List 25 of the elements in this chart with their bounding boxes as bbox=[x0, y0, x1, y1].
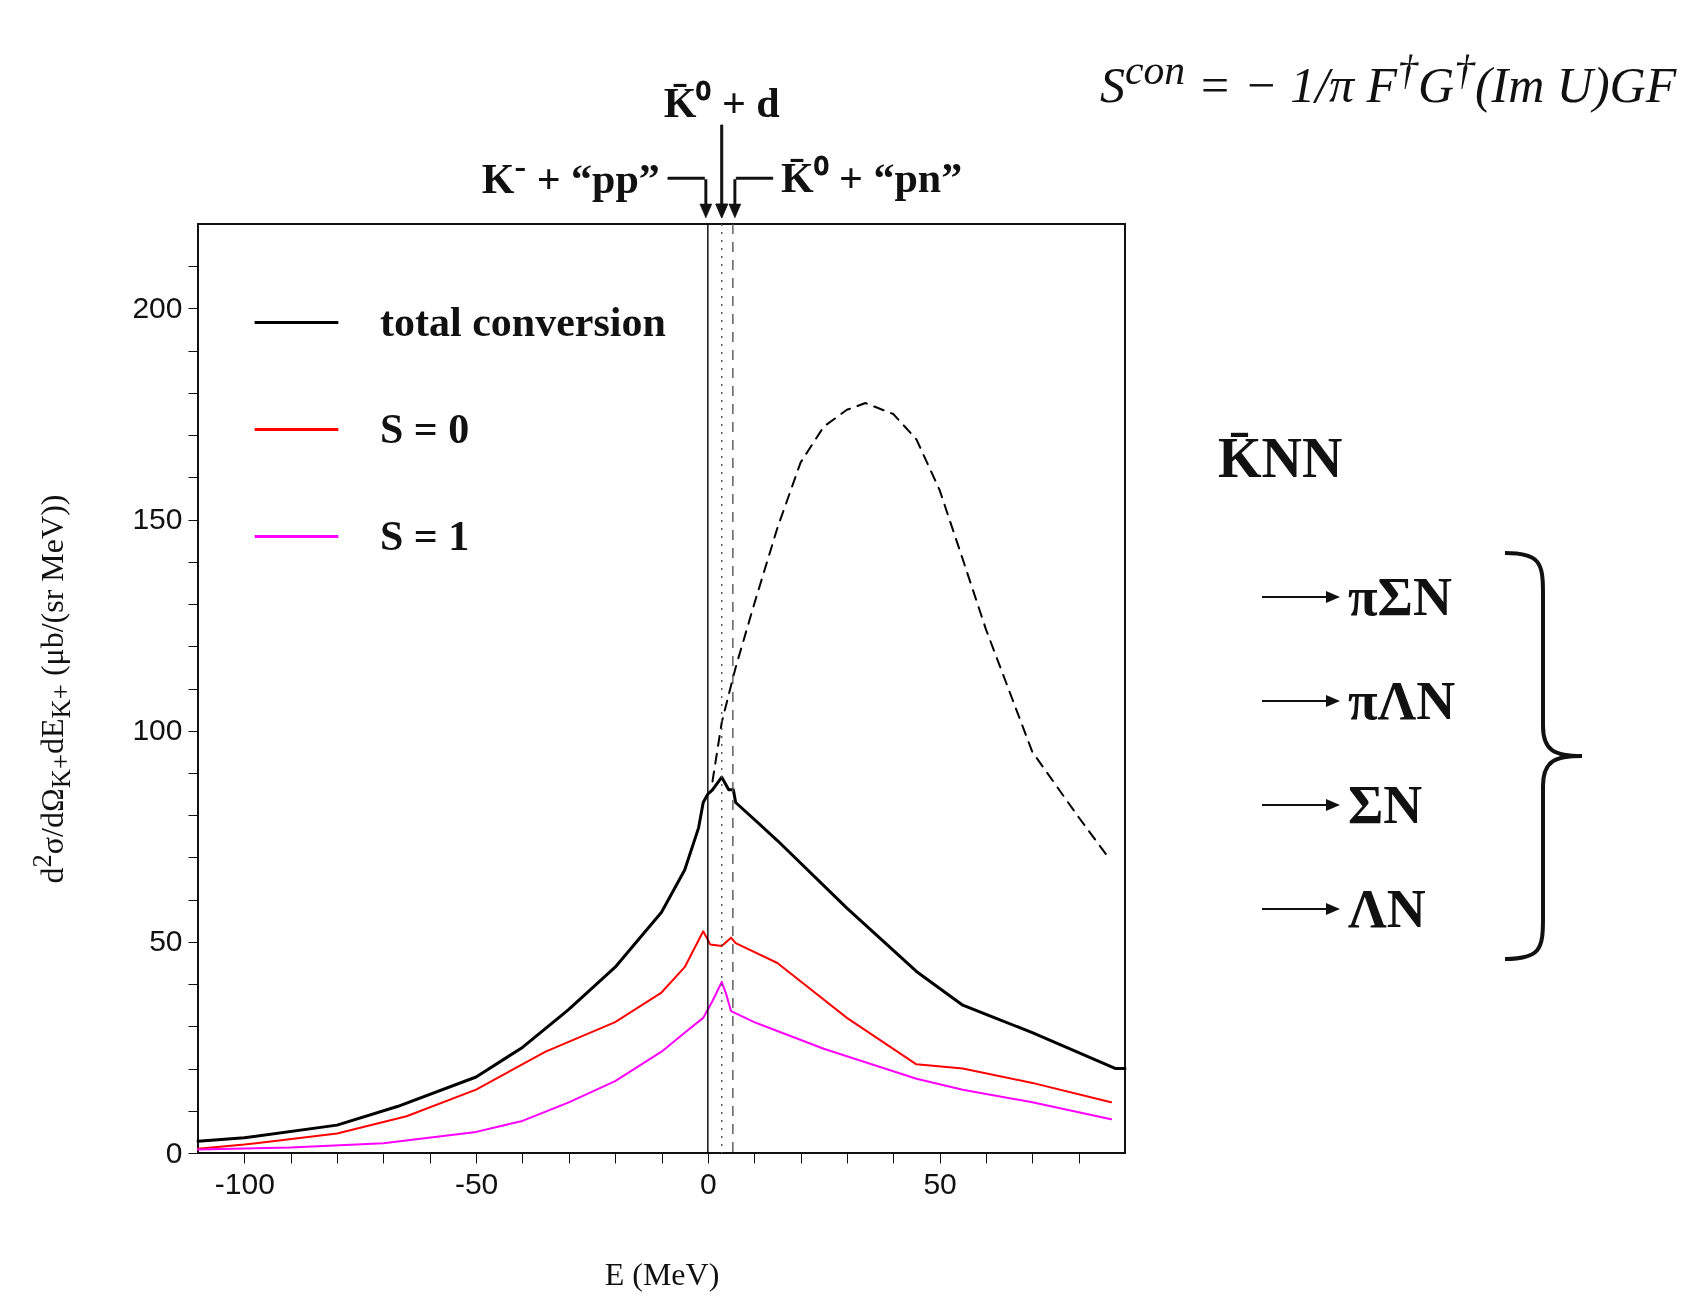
legend-label: total conversion bbox=[380, 298, 666, 345]
y-tick-label: 200 bbox=[132, 290, 183, 324]
y-tick-label: 50 bbox=[149, 924, 183, 958]
text: πΣN bbox=[1348, 566, 1452, 628]
text: ΣN bbox=[1348, 774, 1423, 836]
line-series bbox=[197, 930, 1113, 1150]
ref-line-label: K̄⁰ + d bbox=[663, 78, 780, 128]
line-series bbox=[197, 980, 1113, 1151]
ref-line-label: K̄⁰ + “pn” bbox=[780, 153, 963, 203]
legend-label: S = 1 bbox=[380, 512, 470, 559]
y-tick-label: 100 bbox=[132, 713, 183, 747]
y-tick-label: 150 bbox=[132, 502, 183, 536]
legend-label: S = 0 bbox=[380, 405, 470, 452]
x-tick-label: 0 bbox=[700, 1166, 717, 1200]
y-tick-label: 0 bbox=[165, 1135, 183, 1169]
text: S$^{con}$ = − 1/π F$^{†}$G$^{†}$(Im U)GF bbox=[1100, 46, 1677, 114]
text: K̄NN bbox=[1218, 426, 1343, 490]
x-tick-label: -100 bbox=[214, 1166, 275, 1200]
x-tick-label: 50 bbox=[923, 1166, 957, 1200]
x-tick-label: -50 bbox=[454, 1166, 499, 1200]
text: ΛN bbox=[1348, 878, 1426, 940]
line-series bbox=[711, 402, 1108, 856]
ref-line-label: K$^{-}$ + “pp” bbox=[481, 147, 660, 203]
text: πΛN bbox=[1348, 670, 1456, 732]
x-axis-title: E (MeV) bbox=[604, 1255, 720, 1292]
